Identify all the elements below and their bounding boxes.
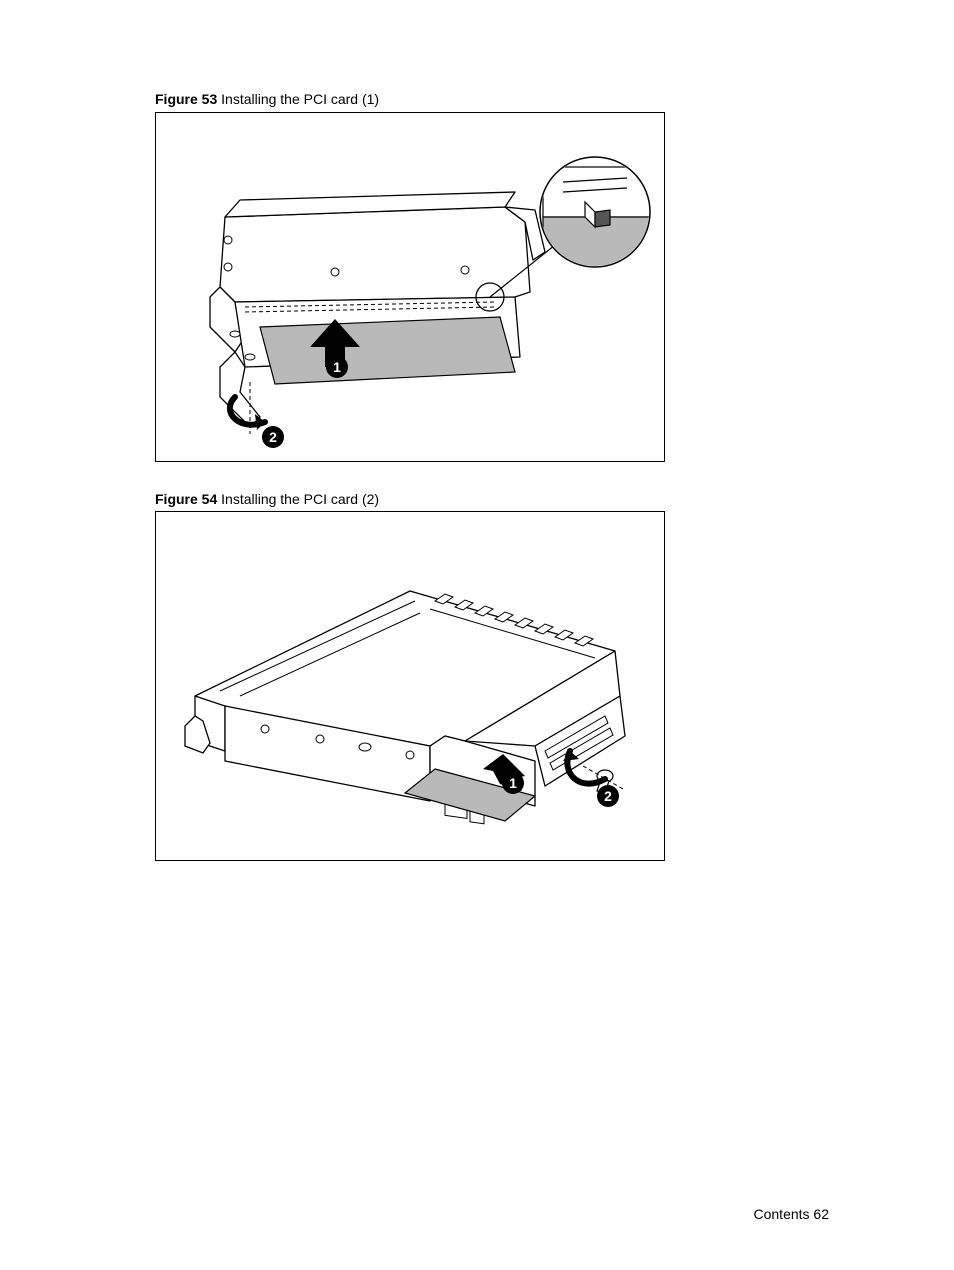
figure-53-callout-1: 1: [333, 359, 341, 375]
page: Figure 53 Installing the PCI card (1): [0, 0, 954, 1270]
figure-54-callout-1: 1: [509, 775, 517, 791]
figure-54-text: Installing the PCI card (2): [217, 491, 379, 507]
page-footer: Contents 62: [754, 1206, 830, 1222]
figure-53-caption: Figure 53 Installing the PCI card (1): [155, 90, 829, 110]
figure-54-illustration: 1 2: [165, 521, 655, 851]
figure-54-caption: Figure 54 Installing the PCI card (2): [155, 490, 829, 510]
figure-53-illustration: 1 2: [165, 122, 655, 452]
figure-53-box: 1 2: [155, 112, 665, 462]
figure-54-callout-2: 2: [604, 788, 612, 804]
figure-54-label: Figure 54: [155, 491, 217, 507]
figure-54-box: 1 2: [155, 511, 665, 861]
figure-53-text: Installing the PCI card (1): [217, 91, 379, 107]
figure-53-callout-2: 2: [269, 429, 277, 445]
figure-53-label: Figure 53: [155, 91, 217, 107]
